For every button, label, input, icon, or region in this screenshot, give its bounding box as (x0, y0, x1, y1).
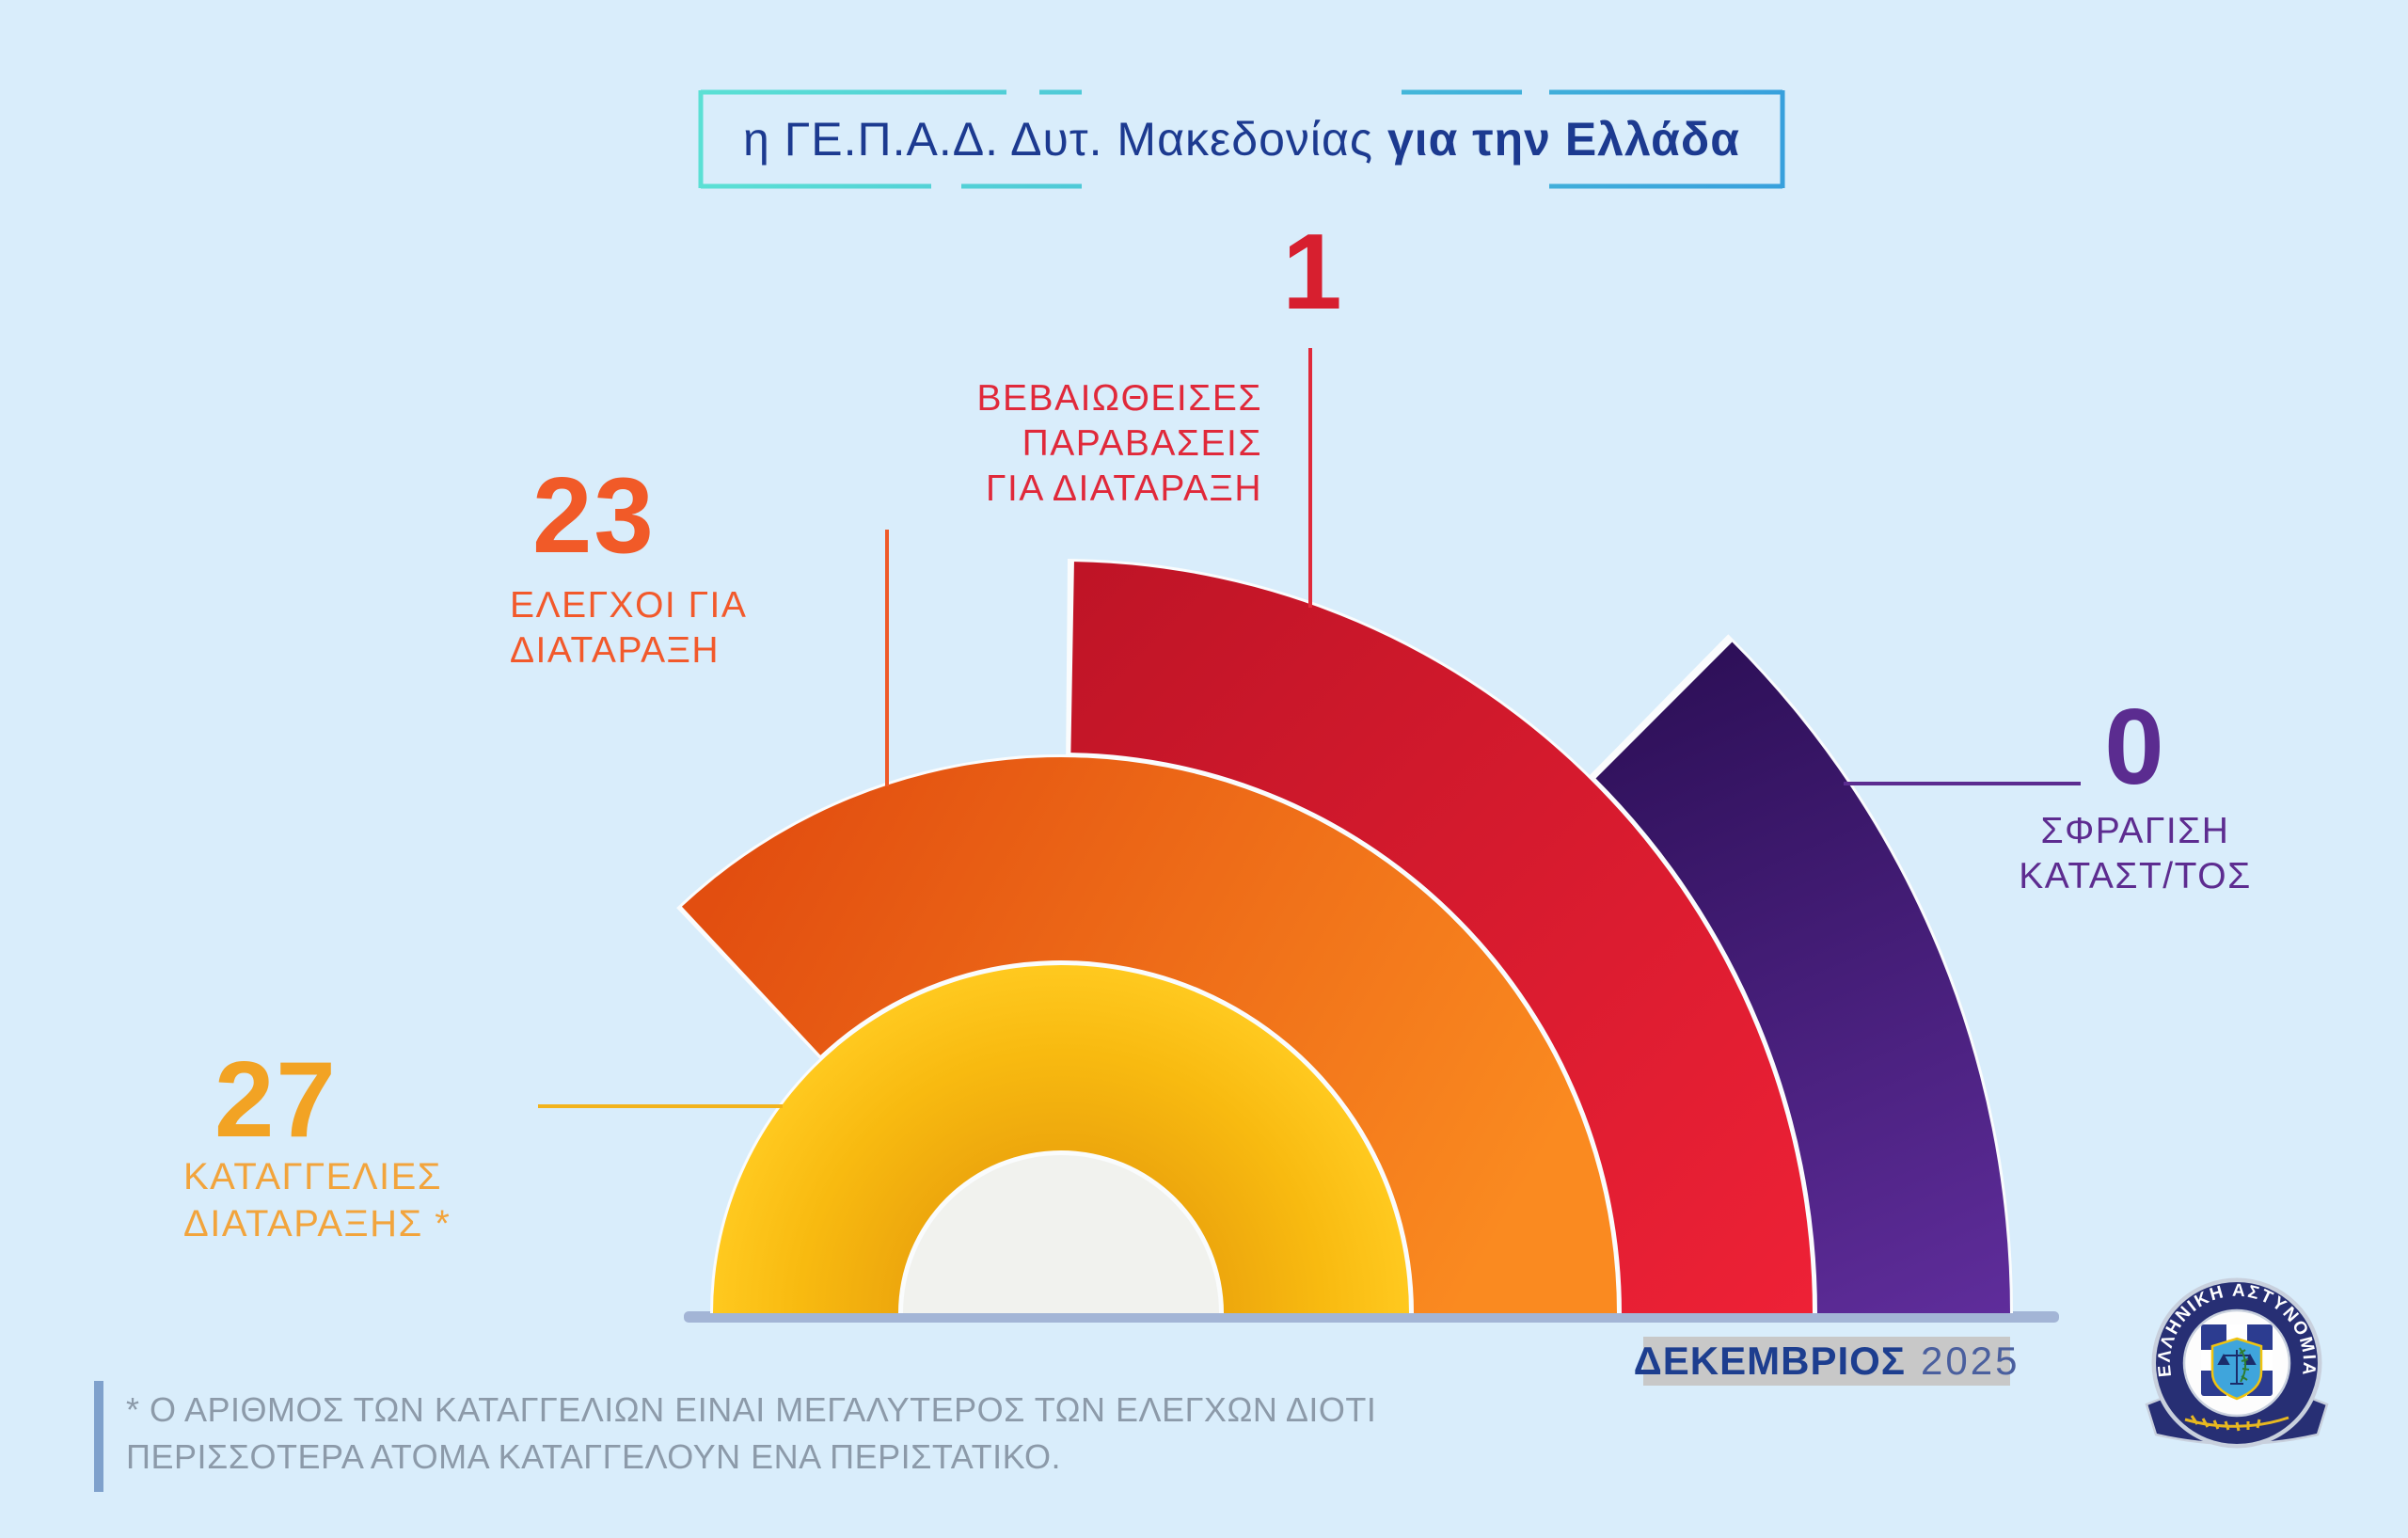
page-title: η ΓΕ.Π.Α.Δ. Δυτ. Μακεδονίας για την Ελλά… (696, 87, 1787, 191)
olive-branch-icon (2239, 1347, 2250, 1383)
seal-value: 0 (2104, 688, 2166, 807)
logo-ring-outer (2151, 1277, 2322, 1449)
date-year: 2025 (1921, 1339, 2020, 1383)
scales-icon (2217, 1350, 2257, 1385)
date-month: ΔΕΚΕΜΒΡΙΟΣ (1633, 1339, 1906, 1383)
complaints-label: ΚΑΤΑΓΓΕΛΙΕΣ ΔΙΑΤΑΡΑΞΗΣ * (183, 1156, 452, 1245)
title-frame (698, 89, 1785, 189)
seal-label: ΣΦΡΑΓΙΣΗ ΚΑΤΑΣΤ/ΤΟΣ (2019, 811, 2252, 896)
violations-label: ΒΕΒΑΙΩΘΕΙΣΕΣ ΠΑΡΑΒΑΣΕΙΣ ΓΙΑ ΔΙΑΤΑΡΑΞΗ (976, 378, 1262, 509)
complaints-value: 27 (214, 1040, 338, 1160)
center-hole (903, 1155, 1219, 1313)
series-arc-violations (1070, 562, 1813, 1313)
series-arc-complaints (713, 965, 1409, 1313)
date-badge: ΔΕΚΕΜΒΡΙΟΣ 2025 (1634, 1337, 2017, 1386)
violations-value: 1 (1282, 213, 1344, 332)
series-arc-seal (1595, 642, 2010, 1313)
police-logo: ΕΛΛΗΝΙΚΗ ΑΣΤΥΝΟΜΙΑ (2145, 1277, 2329, 1449)
baseline-bar (684, 1311, 2059, 1323)
checks-label: ΕΛΕΓΧΟΙ ΓΙΑ ΔΙΑΤΑΡΑΞΗ (510, 585, 748, 671)
footnote: * Ο ΑΡΙΘΜΟΣ ΤΩΝ ΚΑΤΑΓΓΕΛΙΩΝ ΕΙΝΑΙ ΜΕΓΑΛΥ… (126, 1390, 1377, 1476)
wheat-icon (2184, 1415, 2289, 1432)
logo-shield (2210, 1337, 2263, 1401)
title-bold: για την Ελλάδα (1386, 113, 1740, 166)
series-arc-checks (681, 756, 1617, 1313)
checks-value: 23 (532, 456, 656, 576)
logo-ring (2156, 1282, 2318, 1444)
title-regular: η ΓΕ.Π.Α.Δ. Δυτ. Μακεδονίας (743, 113, 1387, 166)
footnote-bar (94, 1381, 103, 1492)
